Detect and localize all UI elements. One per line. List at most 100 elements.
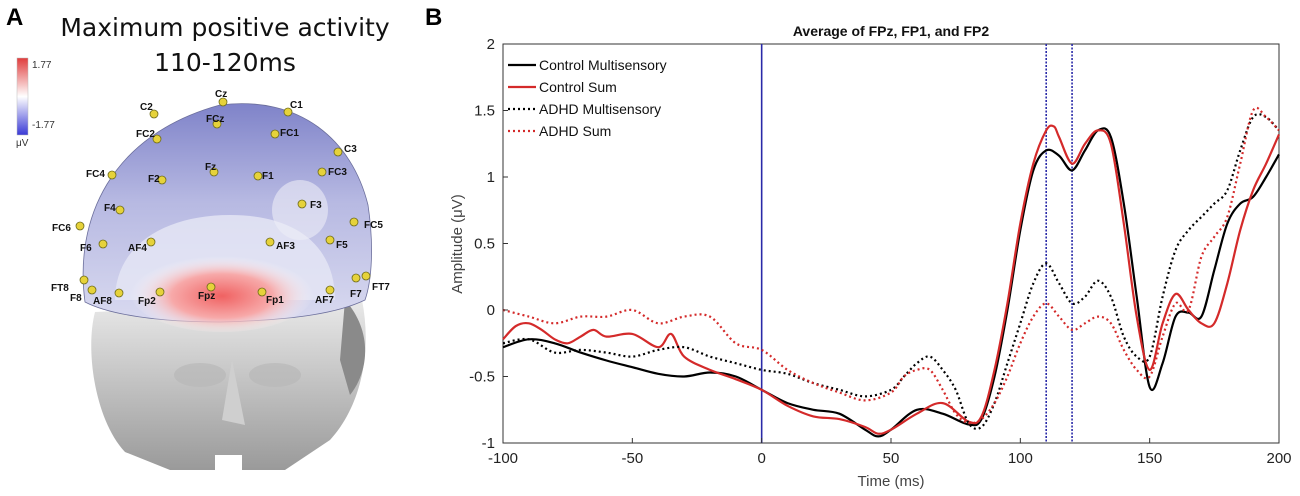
legend-label: ADHD Sum (539, 123, 611, 139)
series-line-control-multisensory (502, 127, 1280, 438)
y-tick-label: -1 (482, 435, 495, 452)
svg-text:Cz: Cz (215, 89, 227, 100)
electrode-Cz: Cz (215, 89, 228, 107)
y-tick-label: 1 (487, 169, 495, 186)
electrode-FC6: FC6 (52, 221, 85, 234)
y-tick-label: 0.5 (474, 236, 495, 253)
x-tick-label: 50 (883, 450, 900, 467)
electrode-F5: F5 (325, 235, 348, 251)
topomap-title-line1: Maximum positive activity (60, 13, 389, 42)
x-tick-label: 100 (1008, 450, 1033, 467)
series-lines (502, 106, 1281, 438)
electrode-C1: C1 (283, 100, 303, 117)
x-tick-label: -100 (488, 450, 518, 467)
x-axis-label: Time (ms) (858, 473, 925, 490)
x-tick-label: 150 (1137, 450, 1162, 467)
panel-a-letter: A (6, 4, 23, 31)
left-eye-shadow (174, 363, 226, 387)
svg-text:F4: F4 (104, 203, 116, 214)
electrode-F6: F6 (80, 239, 108, 254)
colorbar: 1.77 -1.77 μV (16, 57, 55, 149)
svg-text:Fp1: Fp1 (266, 295, 284, 306)
svg-text:FT7: FT7 (372, 282, 390, 293)
y-axis-label: Amplitude (μV) (449, 194, 466, 294)
svg-text:F6: F6 (80, 243, 92, 254)
electrode-AF8: AF8 (93, 288, 124, 307)
electrode-Fp1: Fp1 (257, 287, 284, 306)
x-tick-label: 200 (1266, 450, 1291, 467)
legend-label: ADHD Multisensory (539, 101, 661, 117)
svg-text:FCz: FCz (206, 114, 224, 125)
head-illustration (82, 103, 372, 470)
electrode-F4: F4 (104, 203, 125, 215)
electrode-AF4: AF4 (128, 237, 156, 254)
series-line-adhd-multisensory (502, 113, 1280, 430)
x-tick-label: 0 (757, 450, 765, 467)
y-tick-label: 0 (487, 302, 495, 319)
electrode-Fp2: Fp2 (138, 287, 165, 307)
panel-b-letter: B (425, 4, 442, 31)
axis-ticks: -100 -50 0 50 100 150 200 -1 -0.5 0 0.5 1 1.5 2 (469, 36, 1291, 467)
svg-text:Fp2: Fp2 (138, 296, 156, 307)
colorbar-max-label: 1.77 (32, 60, 52, 71)
legend: Control Multisensory Control Sum ADHD Mu… (508, 57, 667, 139)
legend-label: Control Multisensory (539, 57, 667, 73)
vertical-markers (760, 44, 1073, 443)
y-tick-label: 2 (487, 36, 495, 53)
nose-shape (222, 360, 245, 425)
electrode-F8: F8 (70, 285, 97, 304)
svg-text:Fpz: Fpz (198, 291, 215, 302)
electrode-FC3: FC3 (317, 167, 347, 178)
electrode-F2: F2 (148, 174, 167, 185)
svg-text:AF4: AF4 (128, 243, 147, 254)
panel-a: A Maximum positive activity 110-120ms 1.… (6, 4, 390, 470)
svg-text:FC4: FC4 (86, 169, 105, 180)
electrode-Fpz: Fpz (198, 282, 216, 302)
electrode-C2: C2 (140, 102, 159, 119)
svg-text:C2: C2 (140, 102, 153, 113)
svg-text:FC1: FC1 (280, 128, 299, 139)
svg-text:F2: F2 (148, 174, 160, 185)
electrode-C3: C3 (333, 144, 357, 157)
ear-shape (340, 300, 366, 395)
electrode-FC4: FC4 (86, 169, 117, 180)
topomap-title-line2: 110-120ms (154, 48, 296, 77)
svg-text:AF3: AF3 (276, 241, 295, 252)
y-tick-label: 1.5 (474, 103, 495, 120)
legend-item-control-sum: Control Sum (508, 79, 617, 95)
svg-text:C1: C1 (290, 100, 303, 111)
svg-text:FT8: FT8 (51, 283, 69, 294)
svg-text:C3: C3 (344, 144, 357, 155)
legend-label: Control Sum (539, 79, 617, 95)
electrode-FCz: FCz (206, 114, 224, 129)
colorbar-unit: μV (16, 138, 29, 149)
svg-text:AF7: AF7 (315, 295, 334, 306)
svg-text:F8: F8 (70, 293, 82, 304)
svg-text:FC5: FC5 (364, 220, 383, 231)
electrode-FC2: FC2 (136, 129, 162, 144)
svg-text:F3: F3 (310, 200, 322, 211)
electrode-AF3: AF3 (265, 237, 295, 252)
svg-text:AF8: AF8 (93, 296, 112, 307)
x-tick-label: -50 (621, 450, 643, 467)
scalp-positive-region (130, 252, 314, 332)
svg-text:F7: F7 (350, 289, 362, 300)
electrode-F3: F3 (297, 199, 322, 211)
electrodes: Cz C2 C1 FC2 FCz FC1 C3 FC4 F2 Fz F1 FC3… (51, 89, 390, 307)
electrode-FC5: FC5 (349, 217, 383, 231)
svg-text:FC3: FC3 (328, 167, 347, 178)
y-tick-label: -0.5 (469, 369, 495, 386)
electrode-Fz: Fz (205, 162, 219, 177)
svg-text:FC6: FC6 (52, 223, 71, 234)
scalp-light-patch (272, 180, 328, 240)
svg-text:F5: F5 (336, 240, 348, 251)
right-eye-shadow (249, 363, 301, 387)
electrode-AF7: AF7 (315, 285, 335, 306)
electrode-FT7: FT7 (361, 271, 390, 293)
svg-text:FC2: FC2 (136, 129, 155, 140)
colorbar-scale (16, 57, 29, 136)
electrode-FT8: FT8 (51, 275, 89, 294)
electrode-FC1: FC1 (270, 128, 299, 139)
colorbar-min-label: -1.77 (32, 120, 55, 131)
